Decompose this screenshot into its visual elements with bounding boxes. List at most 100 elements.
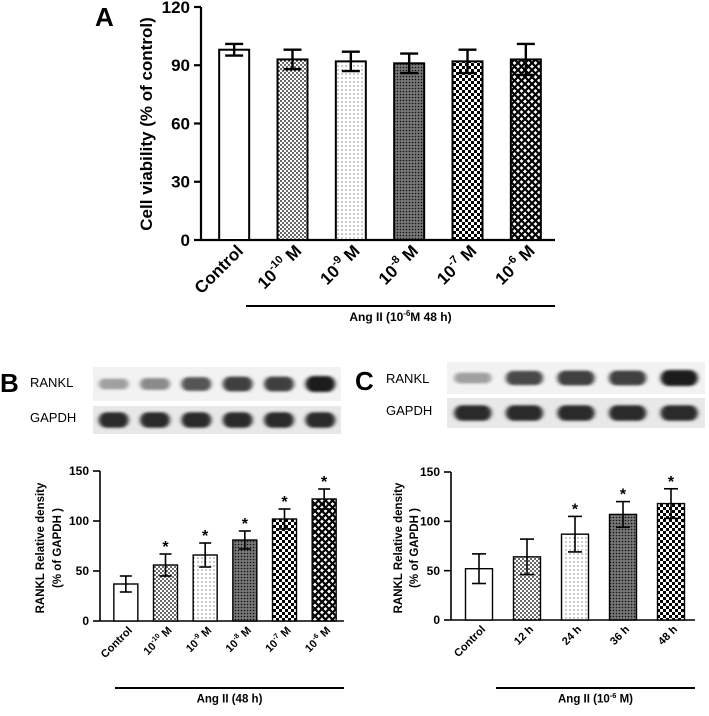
panel-a-y-tick-label: 60: [171, 114, 190, 133]
panel-c-bar-4: [656, 502, 686, 621]
panel-b-blot-band-r0-1: [140, 378, 170, 390]
panel-a-bar-0: [218, 48, 251, 242]
panel-c-x-tick-label-4: 48 h: [656, 623, 680, 647]
panel-b-blot-band-r1-0: [98, 412, 129, 428]
panel-b-x-tick-exponent: -6: [310, 632, 320, 642]
panel-b-bar-5: [311, 498, 337, 622]
panel-a-x-tick-label-4: 10-7 M: [432, 240, 480, 288]
panel-b-significance-2: *: [202, 528, 209, 545]
panel-b-x-tick-label-1: 10-10 M: [140, 623, 174, 657]
panel-b-x-tick-base: Control: [99, 625, 135, 661]
panel-c-significance-3: *: [620, 487, 627, 504]
panel-a-y-tick-label: 90: [171, 56, 190, 75]
panel-b-significance-4: *: [281, 494, 288, 511]
panel-c-blot-band-r0-4: [660, 369, 698, 387]
panel-b-blot: RANKL GAPDH: [30, 367, 341, 434]
panel-c-bar-2: [560, 533, 590, 621]
panel-c-x-tick-label-2: 24 h: [560, 623, 584, 647]
panel-a-group-label-exp: -6: [403, 309, 411, 318]
panel-b-y-tick-label: 100: [69, 514, 89, 528]
panel-c-blot-band-r0-2: [557, 370, 595, 386]
panel-c-x-tick-base: 48 h: [656, 623, 680, 647]
panel-c-y-axis-title: (% of GAPDH ): [409, 508, 421, 588]
panel-c-blot: RANKL GAPDH: [386, 362, 705, 428]
panel-b-chart: 0 50 100 150 RANKL Relative density (% of GAP…: [35, 464, 344, 706]
panel-c-x-tick-label-3: 36 h: [608, 623, 632, 647]
panel-b-x-tick-exponent: -9: [191, 632, 201, 642]
panel-a-x-tick-label-1: 10-10 M: [253, 240, 306, 293]
panel-c-blot-label-rankl: RANKL: [386, 371, 429, 386]
panel-b-blot-band-r0-0: [98, 378, 129, 390]
panel-c-blot-band-r1-4: [660, 405, 698, 421]
panel-c-x-tick-base: 12 h: [512, 623, 536, 647]
panel-c-group-label: Ang II (10-6 M): [558, 691, 633, 706]
panel-a-bar-1: [276, 58, 309, 241]
panel-c-blot-band-r1-1: [505, 405, 543, 421]
panel-b-bar-4: [271, 518, 298, 622]
panel-a-bar-4: [451, 60, 484, 241]
panel-a-x-tick-label-5: 10-6 M: [490, 240, 538, 288]
panel-a-letter: A: [95, 2, 114, 32]
panel-b-letter: B: [0, 368, 19, 398]
panel-c-bar-0: [464, 567, 494, 621]
panel-a-y-tick-label: 0: [181, 231, 190, 250]
panel-c-y-tick-label: 0: [433, 613, 440, 627]
panel-a-bar-2: [334, 60, 367, 241]
panel-c-y-tick-label: 150: [420, 465, 440, 479]
panel-b-significance-3: *: [242, 516, 249, 533]
panel-b-blot-strip-gapdh: [93, 406, 341, 434]
panel-b-blot-band-r0-4: [264, 376, 294, 392]
panel-a-x-tick-base: Control: [191, 241, 247, 297]
panel-b-x-tick-label-4: 10-7 M: [262, 623, 294, 655]
panel-c-blot-band-r1-3: [609, 405, 647, 421]
panel-c-x-tick-base: 36 h: [608, 623, 632, 647]
panel-b-bar-3: [232, 539, 258, 622]
panel-a-y-tick-label: 120: [162, 0, 190, 17]
panel-b-y-axis-title: RANKL Relative density: [35, 482, 47, 613]
panel-b-blot-strip-rankl: [93, 367, 341, 401]
panel-a-x-tick-label-3: 10-8 M: [374, 240, 422, 288]
panel-c-x-tick-base: Control: [452, 624, 488, 660]
panel-a-group-label-base: Ang II (10: [349, 310, 403, 324]
panel-b-x-tick-label-2: 10-9 M: [183, 623, 215, 655]
panel-b-significance-1: *: [162, 539, 169, 556]
panel-b-x-tick-exponent: -8: [231, 632, 241, 642]
panel-c-significance-4: *: [668, 474, 675, 491]
panel-b-x-tick-exponent: -7: [271, 632, 281, 642]
panel-b-x-tick-label-5: 10-6 M: [302, 623, 334, 655]
panel-c-x-tick-label-1: 12 h: [512, 623, 536, 647]
panel-b-group-label-base: Ang II (48 h): [197, 694, 263, 706]
panel-c-x-tick-base: 24 h: [560, 623, 584, 647]
panel-c-bar-3: [608, 513, 638, 621]
panel-a-group-label-rest: M 48 h): [410, 310, 451, 324]
panel-a-y-axis-title: Cell viability (% of control): [137, 17, 156, 230]
panel-c-blot-band-r0-1: [505, 370, 543, 386]
panel-c-group-label-exp: -6: [610, 691, 617, 700]
panel-b-blot-label-gapdh: GAPDH: [30, 410, 76, 425]
panel-c-group-label-base: Ang II (10: [558, 694, 610, 706]
panel-a-x-tick-label-2: 10-9 M: [315, 240, 363, 288]
panel-c-blot-label-gapdh: GAPDH: [386, 403, 432, 418]
panel-b-x-tick-label-0: Control: [99, 625, 135, 661]
panel-b-blot-band-r0-2: [181, 377, 212, 391]
panel-c-y-tick-label: 100: [420, 515, 440, 529]
panel-c-chart: 0 50 100 150 RANKL Relative density (% of GAP…: [393, 465, 695, 706]
panel-b-group-label: Ang II (48 h): [197, 694, 263, 706]
panel-a-bar-3: [393, 62, 426, 241]
panel-c-blot-band-r1-0: [454, 405, 492, 421]
panel-b-blot-band-r0-3: [222, 376, 253, 392]
panel-b-blot-band-r1-2: [181, 412, 212, 428]
panel-c-blot-band-r1-2: [557, 405, 595, 421]
panel-c-letter: C: [355, 366, 374, 396]
panel-b-blot-band-r0-5: [305, 375, 336, 393]
panel-c-bar-1: [512, 556, 542, 621]
panel-b-x-tick-label-3: 10-8 M: [222, 623, 254, 655]
panel-c-y-axis-title: RANKL Relative density: [393, 482, 405, 613]
panel-a-y-tick-label: 30: [171, 173, 190, 192]
panel-a-chart: 0 30 60 90 120 Cell viability (% of control) C…: [137, 0, 555, 324]
panel-b-blot-band-r1-1: [140, 412, 170, 428]
panel-b-bar-1: [152, 564, 179, 622]
panel-b-y-tick-label: 150: [69, 464, 89, 478]
panel-c-x-tick-label-0: Control: [452, 624, 488, 660]
